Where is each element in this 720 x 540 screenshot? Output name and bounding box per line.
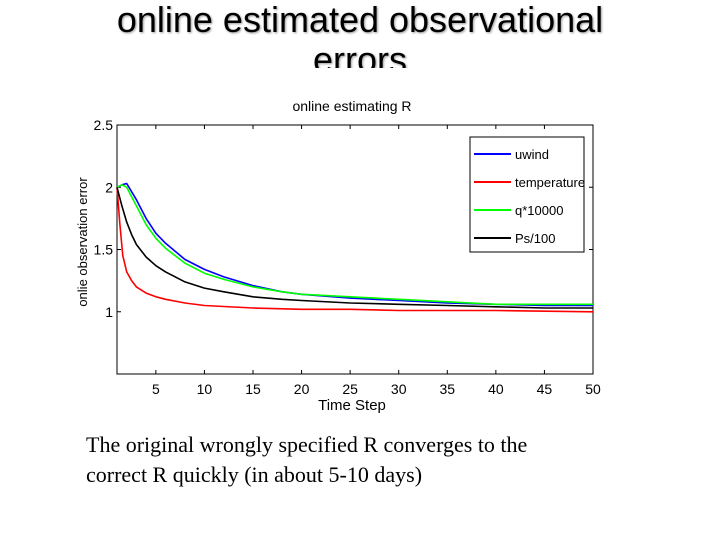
legend-label: q*10000	[515, 203, 563, 218]
series-line-2	[116, 184, 593, 306]
x-tick-label: 15	[245, 381, 261, 397]
legend-label: Ps/100	[515, 231, 555, 246]
x-tick-label: 35	[439, 381, 455, 397]
chart-title: online estimating R	[292, 98, 411, 114]
series-line-1	[116, 187, 594, 313]
slide-title-line-2: errors	[312, 39, 407, 69]
legend-label: uwind	[515, 147, 549, 162]
x-tick-label: 45	[537, 381, 553, 397]
x-tick-label: 20	[294, 381, 310, 397]
legend-items: uwind temperature q*10000 Ps/100	[474, 147, 585, 246]
line-chart: online estimating R 5 10 15 20 25 30 35 40 45 50 …	[75, 98, 601, 414]
caption-line-1: The original wrongly specified R converg…	[86, 432, 528, 457]
slide-title: online estimated observational errors	[0, 0, 720, 68]
y-tick-label: 2.5	[94, 117, 114, 133]
x-tick-label: 40	[488, 381, 504, 397]
x-tick-label: 30	[391, 381, 407, 397]
x-tick-label: 5	[152, 381, 160, 397]
x-tick-label: 50	[585, 381, 601, 397]
slide-title-line-1: online estimated observational	[116, 0, 604, 40]
legend: uwind temperature q*10000 Ps/100	[469, 136, 585, 253]
series-lines	[116, 182, 594, 313]
legend-label: temperature	[515, 175, 585, 190]
y-tick-label: 2	[105, 179, 113, 195]
x-axis-ticks: 5 10 15 20 25 30 35 40 45 50	[152, 125, 601, 397]
y-axis-label: onlie observation error	[75, 177, 90, 307]
y-axis-ticks: 1 1.5 2 2.5	[94, 117, 593, 320]
x-tick-label: 25	[342, 381, 358, 397]
slide-caption: The original wrongly specified R converg…	[86, 430, 646, 490]
y-tick-label: 1.5	[94, 242, 114, 258]
x-tick-label: 10	[197, 381, 213, 397]
x-axis-label: Time Step	[318, 397, 386, 414]
series-line-3	[116, 187, 593, 309]
y-tick-label: 1	[105, 304, 113, 320]
legend-box	[469, 136, 585, 253]
caption-line-2: correct R quickly (in about 5-10 days)	[86, 462, 423, 487]
series-line-0	[116, 182, 593, 307]
